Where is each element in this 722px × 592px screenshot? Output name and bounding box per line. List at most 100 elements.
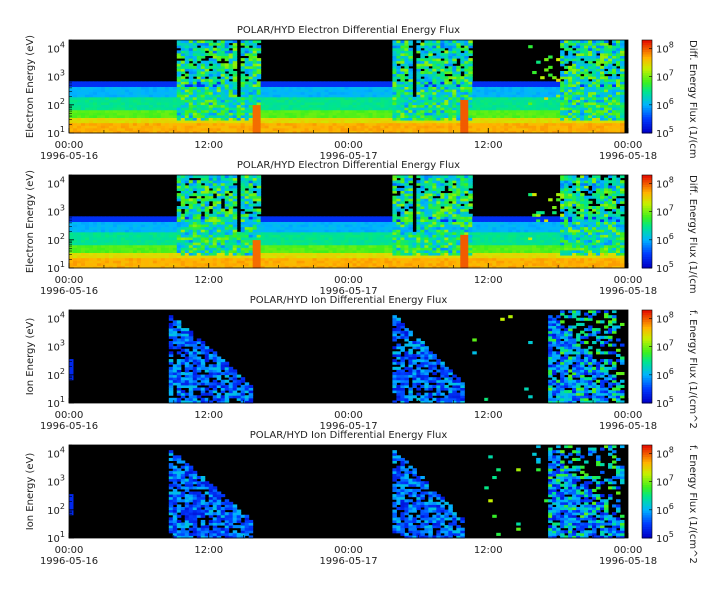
spectrogram-cell	[604, 78, 609, 82]
spectrogram-cell	[280, 94, 286, 98]
spectrogram-cell	[544, 94, 549, 98]
spectrogram-cell	[336, 102, 342, 106]
spectrogram-cell	[200, 122, 206, 126]
spectrogram-cell	[124, 114, 130, 118]
spectrogram-cell	[228, 63, 234, 67]
spectrogram-cell	[164, 89, 170, 93]
spectrogram-cell	[196, 117, 202, 121]
spectrogram-cell	[188, 200, 194, 204]
spectrogram-cell	[228, 234, 234, 238]
spectrogram-cell	[252, 76, 258, 80]
spectrogram-cell	[292, 91, 298, 95]
spectrogram-cell	[172, 229, 178, 233]
spectrogram-cell	[136, 249, 142, 253]
spectrogram-cell	[452, 65, 457, 69]
spectrogram-cell	[272, 94, 278, 98]
spectrogram-cell	[116, 224, 122, 228]
x-tick-label: 00:00	[614, 140, 643, 151]
colorbar-frame	[641, 39, 653, 134]
spectrogram-cell	[180, 195, 186, 199]
spectrogram-cell	[180, 244, 186, 248]
spectrogram-cell	[112, 109, 118, 113]
spectrogram-cell	[228, 262, 234, 266]
spectrogram-cell	[592, 83, 597, 87]
spectrogram-cell	[140, 218, 146, 222]
spectrogram-cell	[108, 120, 114, 124]
spectrogram-cell	[252, 175, 258, 179]
colorbar-tick-label: 108	[656, 40, 674, 55]
spectrogram-cell	[572, 83, 577, 87]
spectrogram-cell	[424, 122, 429, 126]
spectrogram-cell	[244, 109, 250, 113]
spectrogram-cell	[112, 247, 118, 251]
spectrogram-cell	[172, 94, 178, 98]
spectrogram-cell	[416, 114, 421, 118]
spectrogram-cell	[136, 120, 142, 124]
spectrogram-cell	[264, 122, 270, 126]
spectrogram-cell	[136, 255, 142, 259]
spectrogram-cell	[536, 83, 541, 87]
spectrogram-cell	[100, 91, 106, 95]
spectrogram-cell	[452, 60, 457, 64]
spectrogram-cell	[220, 221, 226, 225]
spectrogram-cell	[568, 40, 573, 44]
spectrogram-cell	[252, 252, 258, 256]
spectrogram-cell	[116, 265, 122, 269]
spectrogram-cell	[220, 96, 226, 100]
spectrogram-cell	[564, 78, 569, 82]
spectrogram-cell	[512, 102, 517, 106]
spectrogram-cell	[436, 96, 441, 100]
spectrogram-cell	[256, 125, 262, 129]
spectrogram-cell	[248, 71, 254, 75]
spectrogram-cell	[72, 91, 78, 95]
spectrogram-cell	[180, 242, 186, 246]
spectrogram-cell	[176, 252, 182, 256]
spectrogram-cell	[324, 130, 330, 134]
spectrogram-cell	[240, 229, 246, 233]
spectrogram-cell	[224, 55, 230, 59]
spectrogram-cell	[156, 86, 162, 90]
spectrogram-cell	[144, 257, 150, 261]
spectrogram-cell	[576, 76, 581, 80]
spectrogram-cell	[576, 73, 581, 77]
spectrogram-cell	[248, 120, 254, 124]
spectrogram-cell	[200, 86, 206, 90]
colorbar-swatch	[642, 107, 652, 111]
spectrogram-cell	[288, 107, 294, 111]
spectrogram-cell	[276, 257, 282, 261]
colorbar-swatch	[642, 49, 652, 53]
spectrogram-cell	[456, 130, 461, 134]
spectrogram-cell	[144, 237, 150, 241]
spectrogram-cell	[80, 104, 86, 108]
spectrogram-cell	[360, 99, 365, 103]
spectrogram-cell	[240, 247, 246, 251]
spectrogram-cell	[216, 125, 222, 129]
spectrogram-cell	[604, 76, 609, 80]
spectrogram-cell	[460, 42, 465, 46]
spectrogram-cell	[592, 130, 597, 134]
spectrogram-cell	[120, 91, 126, 95]
spectrogram-cell	[220, 260, 226, 264]
spectrogram-cell	[80, 81, 86, 85]
spectrogram-cell	[140, 234, 146, 238]
spectrogram-cell	[424, 125, 429, 129]
spectrogram-cell	[128, 221, 134, 225]
spectrogram-cell	[312, 91, 318, 95]
spectrogram-cell	[144, 96, 150, 100]
spectrogram-cell	[260, 218, 266, 222]
spectrogram-cell	[472, 102, 477, 106]
spectrogram-cell	[572, 107, 577, 111]
spectrogram-cell	[200, 262, 206, 266]
spectrogram-cell	[600, 117, 605, 121]
spectrogram-cell	[404, 50, 409, 54]
spectrogram-cell	[96, 109, 102, 113]
spectrogram-cell	[232, 218, 238, 222]
spectrogram-cell	[216, 91, 222, 95]
spectrogram-cell	[120, 239, 126, 243]
spectrogram-cell	[136, 102, 142, 106]
spectrogram-cell	[324, 104, 330, 108]
spectrogram-cell	[156, 120, 162, 124]
spectrogram-cell	[156, 221, 162, 225]
spectrogram-cell	[160, 89, 166, 93]
spectrogram-cell	[472, 112, 477, 116]
